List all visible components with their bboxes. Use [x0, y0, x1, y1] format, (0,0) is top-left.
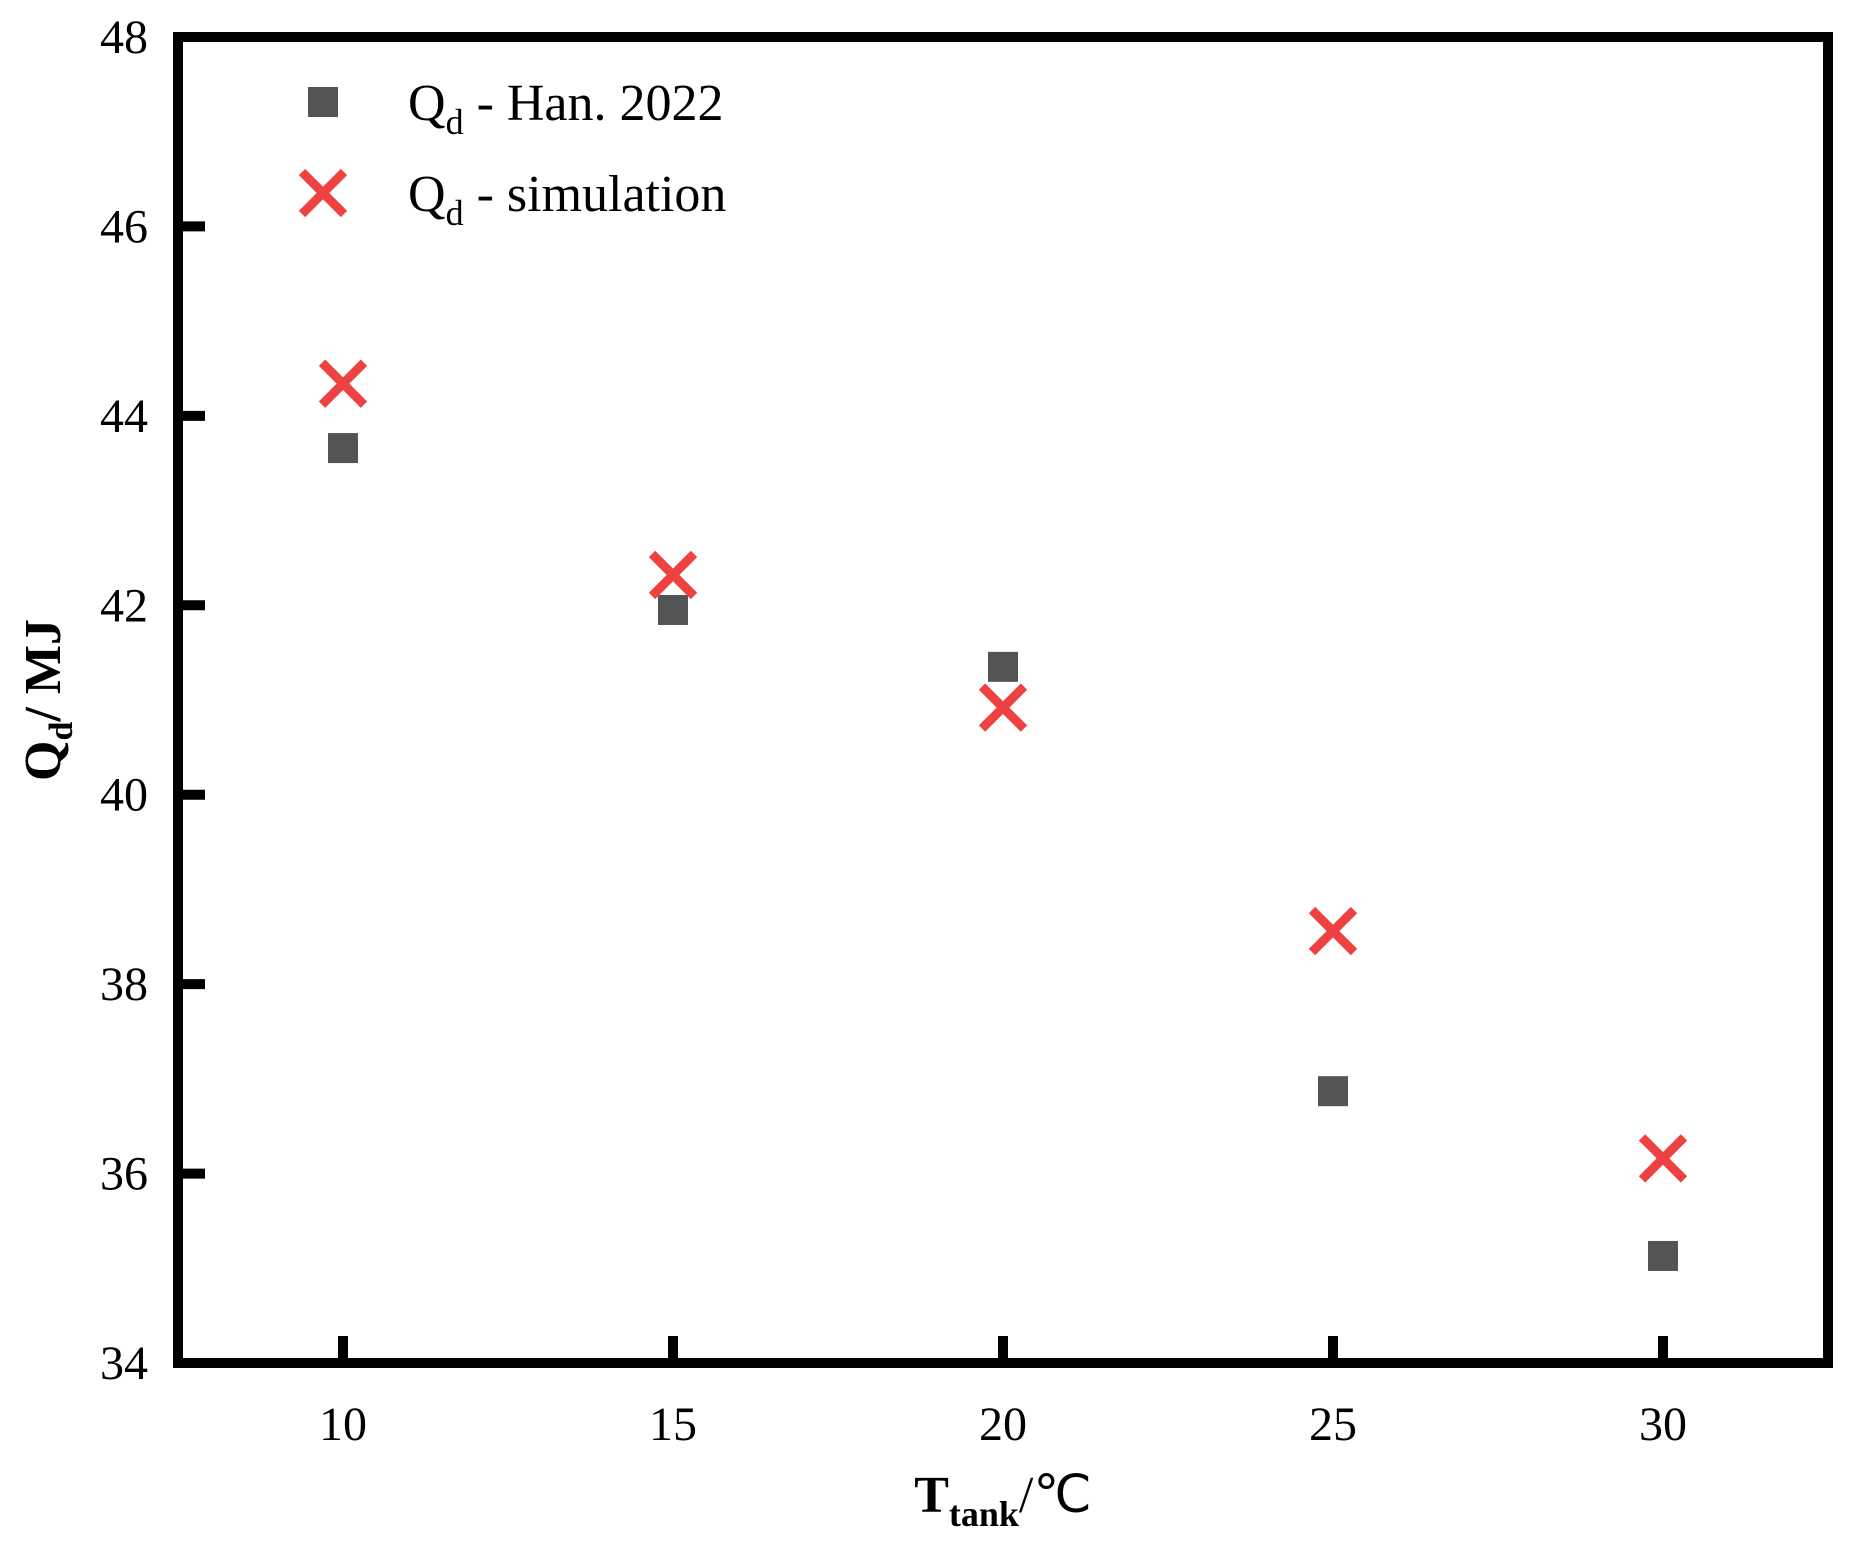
legend-label: Qd - simulation: [408, 166, 726, 233]
y-axis: 34 36 38 40 42 44 46 48: [100, 11, 205, 1390]
square-marker: [1648, 1240, 1678, 1271]
data-points: [318, 359, 1688, 1271]
y-tick-label: 40: [100, 769, 148, 822]
x-tick-label: 25: [1309, 1398, 1357, 1451]
plot-frame: [173, 32, 1833, 1368]
plot-area: [173, 32, 1833, 1368]
x-marker: [648, 550, 698, 600]
square-marker: [1318, 1076, 1348, 1107]
y-axis-title: Qd/ MJ: [15, 619, 80, 781]
x-tick-label: 20: [979, 1398, 1027, 1451]
square-marker: [328, 433, 358, 464]
x-axis-title: Ttank/℃: [914, 1467, 1092, 1534]
legend: Qd - Han. 2022 Qd - simulation: [298, 75, 726, 233]
x-tick-label: 30: [1639, 1398, 1687, 1451]
y-tick-label: 34: [100, 1337, 148, 1390]
square-marker: [988, 651, 1018, 682]
y-tick-label: 48: [100, 11, 148, 64]
x-tick-label: 15: [649, 1398, 697, 1451]
x-marker: [1638, 1134, 1688, 1183]
y-tick-label: 36: [100, 1148, 148, 1201]
y-tick-label: 42: [100, 579, 148, 632]
x-axis: 10 15 20 25 30: [319, 1336, 1687, 1451]
x-tick-label: 10: [319, 1398, 367, 1451]
legend-label: Qd - Han. 2022: [408, 75, 724, 142]
legend-x-icon: [298, 168, 348, 218]
y-tick-label: 44: [100, 390, 148, 443]
y-tick-label: 38: [100, 958, 148, 1011]
legend-square-icon: [308, 87, 338, 117]
x-marker: [1308, 906, 1358, 956]
x-marker: [318, 359, 368, 408]
square-marker: [658, 595, 688, 626]
x-marker: [978, 683, 1028, 732]
y-tick-label: 46: [100, 200, 148, 253]
